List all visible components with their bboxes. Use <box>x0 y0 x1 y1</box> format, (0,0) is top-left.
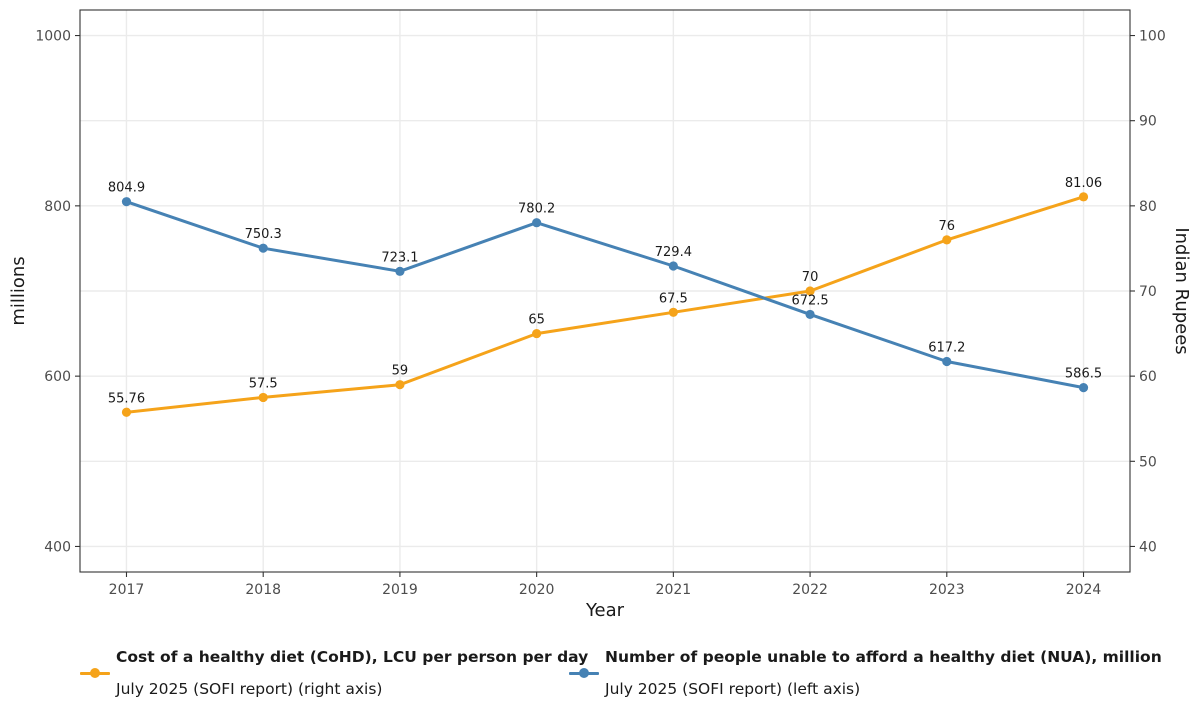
data-label-cohd: 55.76 <box>108 391 145 406</box>
x-axis-tick-label: 2022 <box>792 582 828 598</box>
series-line-cohd <box>125 195 1085 414</box>
data-label-cohd: 76 <box>939 219 956 234</box>
dual-axis-line-chart: 400 600 800 1000 40 50 60 70 80 90 100 2017 2018 2019… <box>8 9 1192 621</box>
data-point-cohd <box>258 392 268 403</box>
right-axis-tick-label: 70 <box>1139 284 1157 300</box>
right-axis-tick-label: 50 <box>1139 454 1157 470</box>
data-label-nua: 586.5 <box>1065 367 1102 382</box>
left-axis-tick-label: 600 <box>44 369 71 385</box>
left-axis-tick-label: 800 <box>44 199 71 215</box>
data-point-cohd <box>1078 192 1089 202</box>
data-point-nua <box>805 309 815 320</box>
data-label-cohd: 59 <box>392 364 409 379</box>
legend-subtitle-cohd: July 2025 (SOFI report) (right axis) <box>116 680 383 698</box>
data-point-nua <box>532 218 542 228</box>
data-label-nua: 723.1 <box>381 250 418 265</box>
left-axis-tick-label: 1000 <box>35 29 71 45</box>
data-label-nua: 804.9 <box>108 181 145 196</box>
data-point-cohd <box>532 328 542 339</box>
data-label-cohd: 70 <box>802 270 819 285</box>
data-label-nua: 780.2 <box>518 202 555 217</box>
series-line-nua <box>125 200 1085 390</box>
data-point-cohd <box>668 307 678 317</box>
legend-title-nua: Number of people unable to afford a heal… <box>605 648 1162 666</box>
left-axis-tick-label: 400 <box>44 539 71 555</box>
data-label-nua: 750.3 <box>245 227 282 242</box>
right-axis-title: Indian Rupees <box>1171 227 1192 354</box>
right-axis-tick-label: 60 <box>1139 369 1157 385</box>
data-label-nua: 672.5 <box>791 293 828 308</box>
legend-dot-nua <box>579 668 589 678</box>
x-axis-title: Year <box>585 600 625 621</box>
data-point-nua <box>942 356 952 367</box>
data-label-cohd: 65 <box>528 313 545 328</box>
x-axis-tick-label: 2024 <box>1066 582 1102 598</box>
legend-key-nua <box>569 666 599 680</box>
right-axis-tick-label: 40 <box>1139 539 1157 555</box>
data-point-nua <box>668 261 678 271</box>
legend-subtitle-nua: July 2025 (SOFI report) (left axis) <box>605 680 861 698</box>
data-point-cohd <box>121 407 132 417</box>
legend-title-cohd: Cost of a healthy diet (CoHD), LCU per p… <box>116 648 589 666</box>
x-axis-tick-label: 2021 <box>656 582 692 598</box>
data-point-nua <box>121 197 132 207</box>
right-axis-tick-label: 100 <box>1139 29 1166 45</box>
legend-dot-cohd <box>90 668 100 678</box>
data-label-cohd: 81.06 <box>1065 176 1102 191</box>
data-point-nua <box>258 243 268 253</box>
data-label-nua: 617.2 <box>928 341 965 356</box>
data-point-cohd <box>942 235 952 245</box>
left-axis-title: millions <box>8 256 29 325</box>
data-label-nua: 729.4 <box>655 245 692 260</box>
legend: Cost of a healthy diet (CoHD), LCU per p… <box>0 640 1200 719</box>
x-axis-tick-label: 2018 <box>245 582 281 598</box>
data-point-nua <box>395 266 405 276</box>
data-point-cohd <box>805 286 815 296</box>
data-label-cohd: 57.5 <box>249 376 278 391</box>
data-point-cohd <box>395 380 405 390</box>
legend-key-cohd <box>80 666 110 680</box>
right-axis-tick-label: 90 <box>1139 114 1157 130</box>
x-axis-tick-label: 2023 <box>929 582 965 598</box>
data-label-cohd: 67.5 <box>659 291 688 306</box>
x-axis-tick-label: 2017 <box>109 582 145 598</box>
x-axis-tick-label: 2020 <box>519 582 555 598</box>
x-axis-tick-label: 2019 <box>382 582 418 598</box>
right-axis-tick-label: 80 <box>1139 199 1157 215</box>
data-point-nua <box>1078 383 1089 393</box>
